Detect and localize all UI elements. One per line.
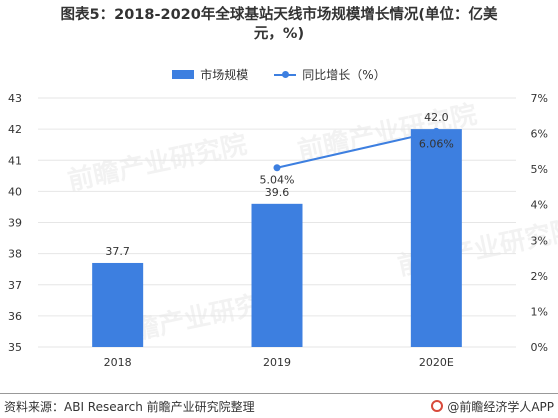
bar <box>251 203 303 347</box>
y-right-tick-label: 3% <box>531 234 548 247</box>
brand-logo-icon <box>431 400 444 412</box>
legend-line-swatch <box>274 70 297 79</box>
x-tick-label: 2020E <box>419 356 454 369</box>
y-left-tick-label: 38 <box>8 248 22 261</box>
y-right-tick-label: 6% <box>531 128 548 141</box>
brand-credit-text: @前瞻经济学人APP <box>447 399 554 414</box>
y-right-tick-label: 4% <box>531 199 548 212</box>
legend-item-bar: 市场规模 <box>172 66 248 83</box>
watermark-text: 前瞻产业研究院 <box>65 129 249 197</box>
chart-footer: 资料来源：ABI Research 前瞻产业研究院整理 @前瞻经济学人APP <box>0 393 558 418</box>
y-left-tick-label: 43 <box>8 92 22 105</box>
chart-title-line-1: 图表5：2018-2020年全球基站天线市场规模增长情况(单位：亿美 <box>60 7 498 23</box>
y-right-tick-label: 1% <box>531 305 548 318</box>
y-right-tick-label: 0% <box>531 341 548 354</box>
chart-title-line-2: 元，%) <box>253 26 305 42</box>
growth-point <box>432 127 440 135</box>
brand-credit: @前瞻经济学人APP <box>431 398 558 415</box>
chart-legend: 市场规模 同比增长（%） <box>0 66 558 83</box>
bar <box>92 262 144 347</box>
y-left-tick-label: 35 <box>8 341 22 354</box>
y-left-tick-label: 40 <box>8 185 22 198</box>
legend-item-line: 同比增长（%） <box>274 66 386 83</box>
y-right-tick-label: 5% <box>531 163 548 176</box>
growth-value-label: 6.06% <box>419 137 454 150</box>
y-right-tick-label: 2% <box>531 270 548 283</box>
y-right-tick-label: 7% <box>531 92 548 105</box>
growth-point <box>273 164 281 172</box>
legend-line-label: 同比增长（%） <box>302 68 386 82</box>
growth-value-label: 5.04% <box>260 174 295 187</box>
x-tick-label: 2018 <box>104 356 132 369</box>
bar-value-label: 39.6 <box>265 186 290 199</box>
y-left-tick-label: 37 <box>8 279 22 292</box>
legend-bar-swatch <box>172 70 195 79</box>
chart-title: 图表5：2018-2020年全球基站天线市场规模增长情况(单位：亿美 元，%) <box>0 6 558 44</box>
y-left-tick-label: 39 <box>8 217 22 230</box>
growth-line <box>276 130 437 169</box>
bar-value-label: 42.0 <box>424 111 449 124</box>
legend-bar-label: 市场规模 <box>200 68 249 82</box>
y-left-tick-label: 41 <box>8 154 22 167</box>
bar-value-label: 37.7 <box>105 245 130 258</box>
bar <box>410 129 462 347</box>
source-note: 资料来源：ABI Research 前瞻产业研究院整理 <box>4 399 255 414</box>
y-left-tick-label: 36 <box>8 310 22 323</box>
x-tick-label: 2019 <box>263 356 291 369</box>
y-left-tick-label: 42 <box>8 123 22 136</box>
